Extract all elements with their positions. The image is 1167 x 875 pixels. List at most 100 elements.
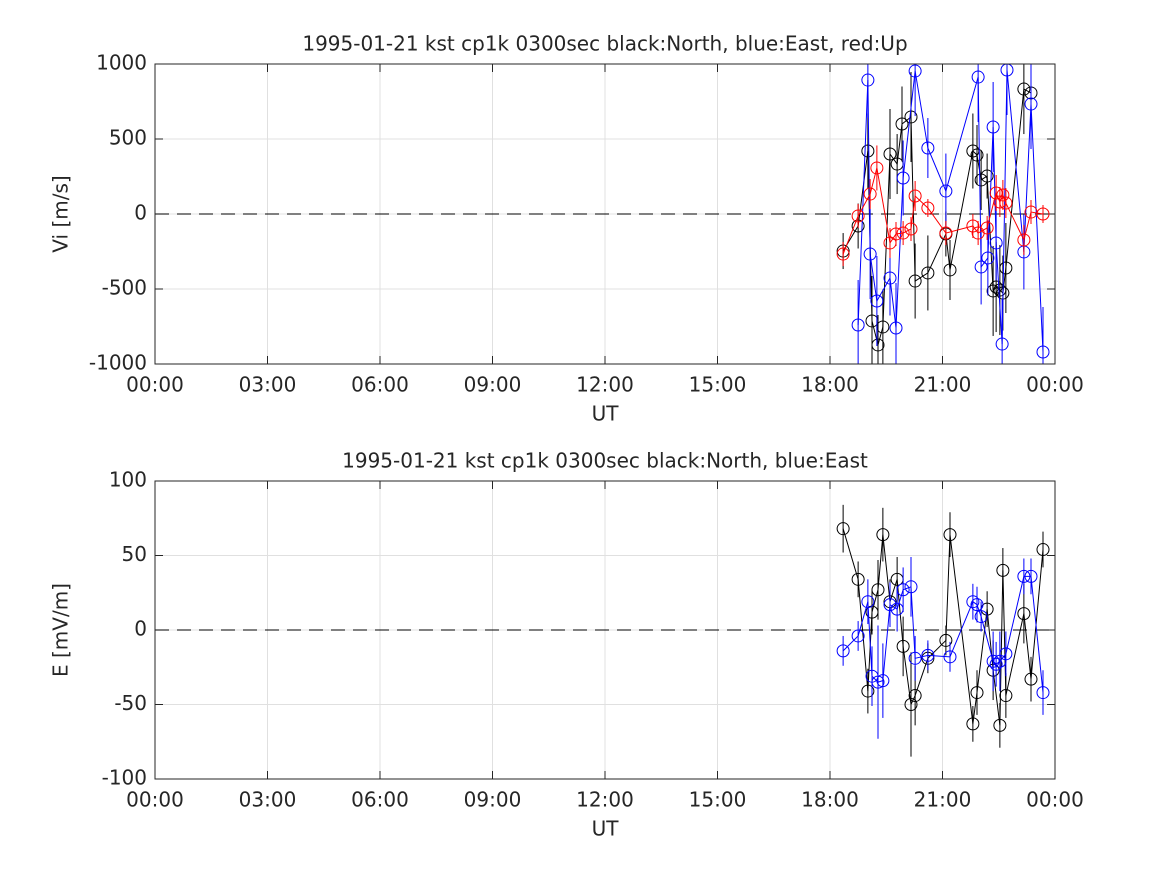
data-point: [896, 583, 910, 597]
x-tick-label: 12:00: [576, 373, 634, 397]
data-point: [836, 644, 850, 658]
x-tick-label: 21:00: [914, 373, 972, 397]
data-point: [861, 595, 875, 609]
x-tick-label: 09:00: [464, 373, 522, 397]
x-tick-label: 15:00: [689, 373, 747, 397]
y-tick-label: -500: [102, 276, 147, 300]
x-axis-label: UT: [592, 817, 620, 841]
subplot: 1995-01-21 kst cp1k 0300sec black:North,…: [49, 32, 1084, 426]
data-point: [871, 583, 885, 597]
data-point: [971, 70, 985, 84]
data-point: [871, 338, 885, 352]
x-tick-label: 00:00: [1026, 788, 1084, 812]
y-tick-label: 1000: [96, 51, 147, 75]
data-point: [921, 141, 935, 155]
data-point: [989, 657, 1003, 671]
data-point: [883, 598, 897, 612]
data-layer: [836, 504, 1050, 757]
y-axis-label: E [mV/m]: [49, 583, 73, 677]
data-point: [999, 196, 1013, 210]
data-point: [943, 650, 957, 664]
data-point: [939, 184, 953, 198]
x-tick-label: 03:00: [239, 373, 297, 397]
data-point: [1017, 233, 1031, 247]
data-point: [980, 169, 994, 183]
data-point: [908, 274, 922, 288]
data-point: [871, 675, 885, 689]
data-point: [970, 148, 984, 162]
y-tick-label: 100: [109, 468, 147, 492]
x-tick-label: 06:00: [351, 373, 409, 397]
data-point: [966, 219, 980, 233]
data-point: [966, 717, 980, 731]
data-point: [883, 147, 897, 161]
data-point: [921, 201, 935, 215]
data-point: [939, 633, 953, 647]
data-point: [863, 187, 877, 201]
x-axis-label: UT: [592, 402, 620, 426]
data-point: [896, 226, 910, 240]
x-tick-label: 00:00: [126, 373, 184, 397]
data-point: [980, 221, 994, 235]
x-tick-label: 18:00: [801, 373, 859, 397]
data-point: [1036, 686, 1050, 700]
data-point: [836, 247, 850, 261]
data-point: [1036, 207, 1050, 221]
data-point: [1017, 569, 1031, 583]
data-point: [989, 186, 1003, 200]
data-point: [986, 120, 1000, 134]
data-point: [970, 686, 984, 700]
subplot: 1995-01-21 kst cp1k 0300sec black:North,…: [49, 449, 1084, 841]
x-tick-label: 00:00: [126, 788, 184, 812]
axes-frame: [154, 63, 1056, 365]
data-point: [1024, 97, 1038, 111]
data-point: [939, 226, 953, 240]
y-tick-label: -50: [114, 691, 147, 715]
data-point: [1000, 64, 1014, 77]
data-point: [904, 698, 918, 711]
data-point: [921, 648, 935, 662]
data-point: [863, 247, 877, 261]
series-line: [857, 69, 1044, 353]
data-point: [836, 522, 850, 536]
data-point: [908, 189, 922, 203]
data-point: [999, 689, 1013, 703]
data-point: [986, 654, 1000, 668]
data-point: [861, 684, 875, 698]
x-tick-label: 09:00: [464, 788, 522, 812]
data-point: [993, 718, 1007, 732]
axes-frame: [154, 480, 1056, 780]
data-point: [889, 321, 903, 335]
data-point: [895, 117, 909, 131]
data-point: [870, 161, 884, 175]
data-point: [1024, 672, 1038, 686]
y-tick-label: -1000: [89, 351, 147, 375]
data-point: [943, 263, 957, 277]
x-tick-label: 12:00: [576, 788, 634, 812]
chart-title: 1995-01-21 kst cp1k 0300sec black:North,…: [342, 449, 868, 473]
data-point: [943, 528, 957, 542]
data-point: [896, 639, 910, 653]
x-tick-label: 21:00: [914, 788, 972, 812]
data-point: [883, 271, 897, 285]
data-point: [999, 261, 1013, 275]
data-layer: [836, 64, 1050, 364]
data-point: [851, 572, 865, 586]
data-point: [970, 598, 984, 612]
data-point: [861, 73, 875, 87]
data-point: [904, 580, 918, 594]
y-tick-label: -100: [102, 766, 147, 790]
data-point: [870, 294, 884, 308]
data-point: [974, 260, 988, 274]
data-point: [851, 209, 865, 223]
data-point: [889, 227, 903, 241]
data-point: [908, 689, 922, 703]
data-point: [966, 595, 980, 609]
data-point: [1017, 82, 1031, 96]
data-point: [921, 266, 935, 280]
y-tick-label: 50: [122, 542, 147, 566]
data-point: [996, 563, 1010, 577]
data-point: [996, 188, 1010, 202]
data-point: [876, 674, 890, 688]
